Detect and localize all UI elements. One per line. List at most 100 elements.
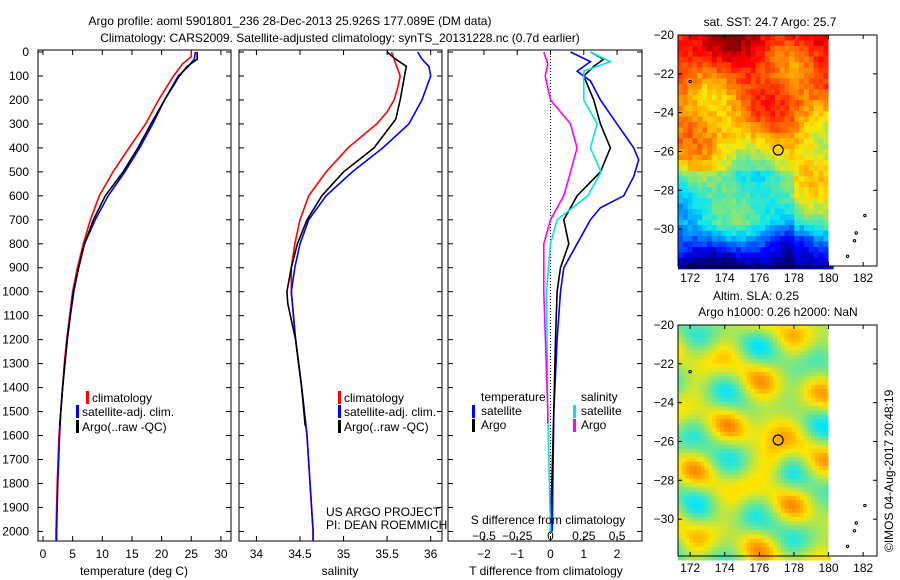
map-cell bbox=[799, 406, 805, 411]
map-cell bbox=[746, 500, 751, 505]
map-cell bbox=[692, 198, 698, 205]
map-cell bbox=[755, 203, 761, 210]
map-cell bbox=[726, 67, 732, 74]
salinity-axis-label: salinity bbox=[322, 564, 359, 578]
map-cell bbox=[700, 337, 706, 343]
map-cell bbox=[685, 380, 690, 386]
map-cell bbox=[702, 149, 708, 156]
map-cell bbox=[681, 419, 687, 424]
map-cell bbox=[712, 534, 717, 540]
map-cell bbox=[704, 337, 709, 343]
map-cell bbox=[707, 35, 713, 41]
map-cell bbox=[757, 359, 763, 365]
map-cell bbox=[754, 547, 759, 552]
map-cell bbox=[757, 410, 763, 416]
map-cell bbox=[742, 397, 748, 403]
map-cell bbox=[678, 384, 683, 390]
map-cell bbox=[784, 530, 789, 535]
map-cell bbox=[726, 45, 732, 52]
map-cell bbox=[716, 440, 721, 446]
x2-tick-label: −0.5 bbox=[472, 529, 496, 543]
map-cell bbox=[808, 214, 815, 221]
map-cell bbox=[774, 89, 781, 96]
map-cell bbox=[719, 346, 725, 352]
map-cell bbox=[689, 423, 694, 429]
map-cell bbox=[818, 230, 824, 237]
map-cell bbox=[755, 165, 761, 172]
map-cell bbox=[779, 116, 786, 123]
map-cell bbox=[727, 491, 732, 497]
map-cell bbox=[678, 483, 683, 488]
map-cell bbox=[697, 444, 702, 450]
map-cell bbox=[796, 478, 801, 484]
map-cell bbox=[773, 491, 778, 497]
map-cell bbox=[799, 419, 805, 424]
map-cell bbox=[678, 181, 684, 188]
map-cell bbox=[697, 35, 703, 41]
map-cell bbox=[807, 367, 812, 373]
map-cell bbox=[813, 51, 820, 58]
map-cell bbox=[755, 62, 761, 69]
map-cell bbox=[704, 542, 709, 548]
map-cell bbox=[760, 111, 766, 118]
map-cell bbox=[716, 542, 721, 548]
map-cell bbox=[692, 138, 698, 145]
map-cell bbox=[761, 521, 767, 527]
map-cell bbox=[755, 132, 761, 139]
map-cell bbox=[712, 414, 717, 420]
map-cell bbox=[685, 444, 690, 450]
map-cell bbox=[799, 465, 805, 471]
map-cell bbox=[735, 500, 740, 505]
map-cell bbox=[803, 350, 808, 356]
map-cell bbox=[823, 45, 829, 52]
map-cell bbox=[773, 530, 778, 535]
map-cell bbox=[804, 230, 810, 237]
map-cell bbox=[731, 380, 736, 386]
map-cell bbox=[807, 401, 812, 407]
map-cell bbox=[765, 241, 771, 248]
map-cell bbox=[750, 487, 755, 493]
map-cell bbox=[682, 105, 689, 112]
map-cell bbox=[702, 198, 708, 205]
map-cell bbox=[794, 143, 800, 150]
map-cell bbox=[704, 555, 709, 561]
map-cell bbox=[750, 470, 755, 476]
map-cell bbox=[742, 465, 748, 471]
map-cell bbox=[712, 465, 717, 471]
map-cell bbox=[818, 138, 824, 145]
map-cell bbox=[788, 483, 793, 488]
map-cell bbox=[770, 45, 776, 52]
map-cell bbox=[685, 431, 690, 437]
map-cell bbox=[799, 487, 805, 493]
map-cell bbox=[731, 143, 737, 150]
map-cell bbox=[780, 333, 786, 339]
map-cell bbox=[799, 51, 805, 58]
map-cell bbox=[803, 329, 808, 335]
map-cell bbox=[803, 555, 808, 561]
map-cell bbox=[796, 372, 801, 377]
map-cell bbox=[788, 465, 793, 471]
map-cell bbox=[792, 453, 797, 458]
map-cell bbox=[702, 94, 708, 101]
map-cell bbox=[789, 241, 795, 248]
map-cell bbox=[735, 551, 740, 557]
map-cell bbox=[707, 40, 713, 47]
map-cell bbox=[738, 465, 744, 471]
map-cell bbox=[813, 105, 820, 112]
map-cell bbox=[792, 329, 797, 335]
map-cell bbox=[804, 187, 810, 194]
map-cell bbox=[697, 127, 703, 134]
map-cell bbox=[757, 384, 763, 390]
map-cell bbox=[757, 419, 763, 424]
map-cell bbox=[711, 116, 718, 123]
map-cell bbox=[779, 56, 786, 63]
map-cell bbox=[678, 241, 684, 248]
map-cell bbox=[711, 154, 718, 161]
map-cell bbox=[693, 478, 698, 484]
map-cell bbox=[735, 367, 740, 373]
map-cell bbox=[788, 525, 793, 531]
map-cell bbox=[726, 89, 732, 96]
map-cell bbox=[755, 192, 761, 199]
map-cell bbox=[789, 45, 795, 52]
map-cell bbox=[741, 225, 747, 232]
